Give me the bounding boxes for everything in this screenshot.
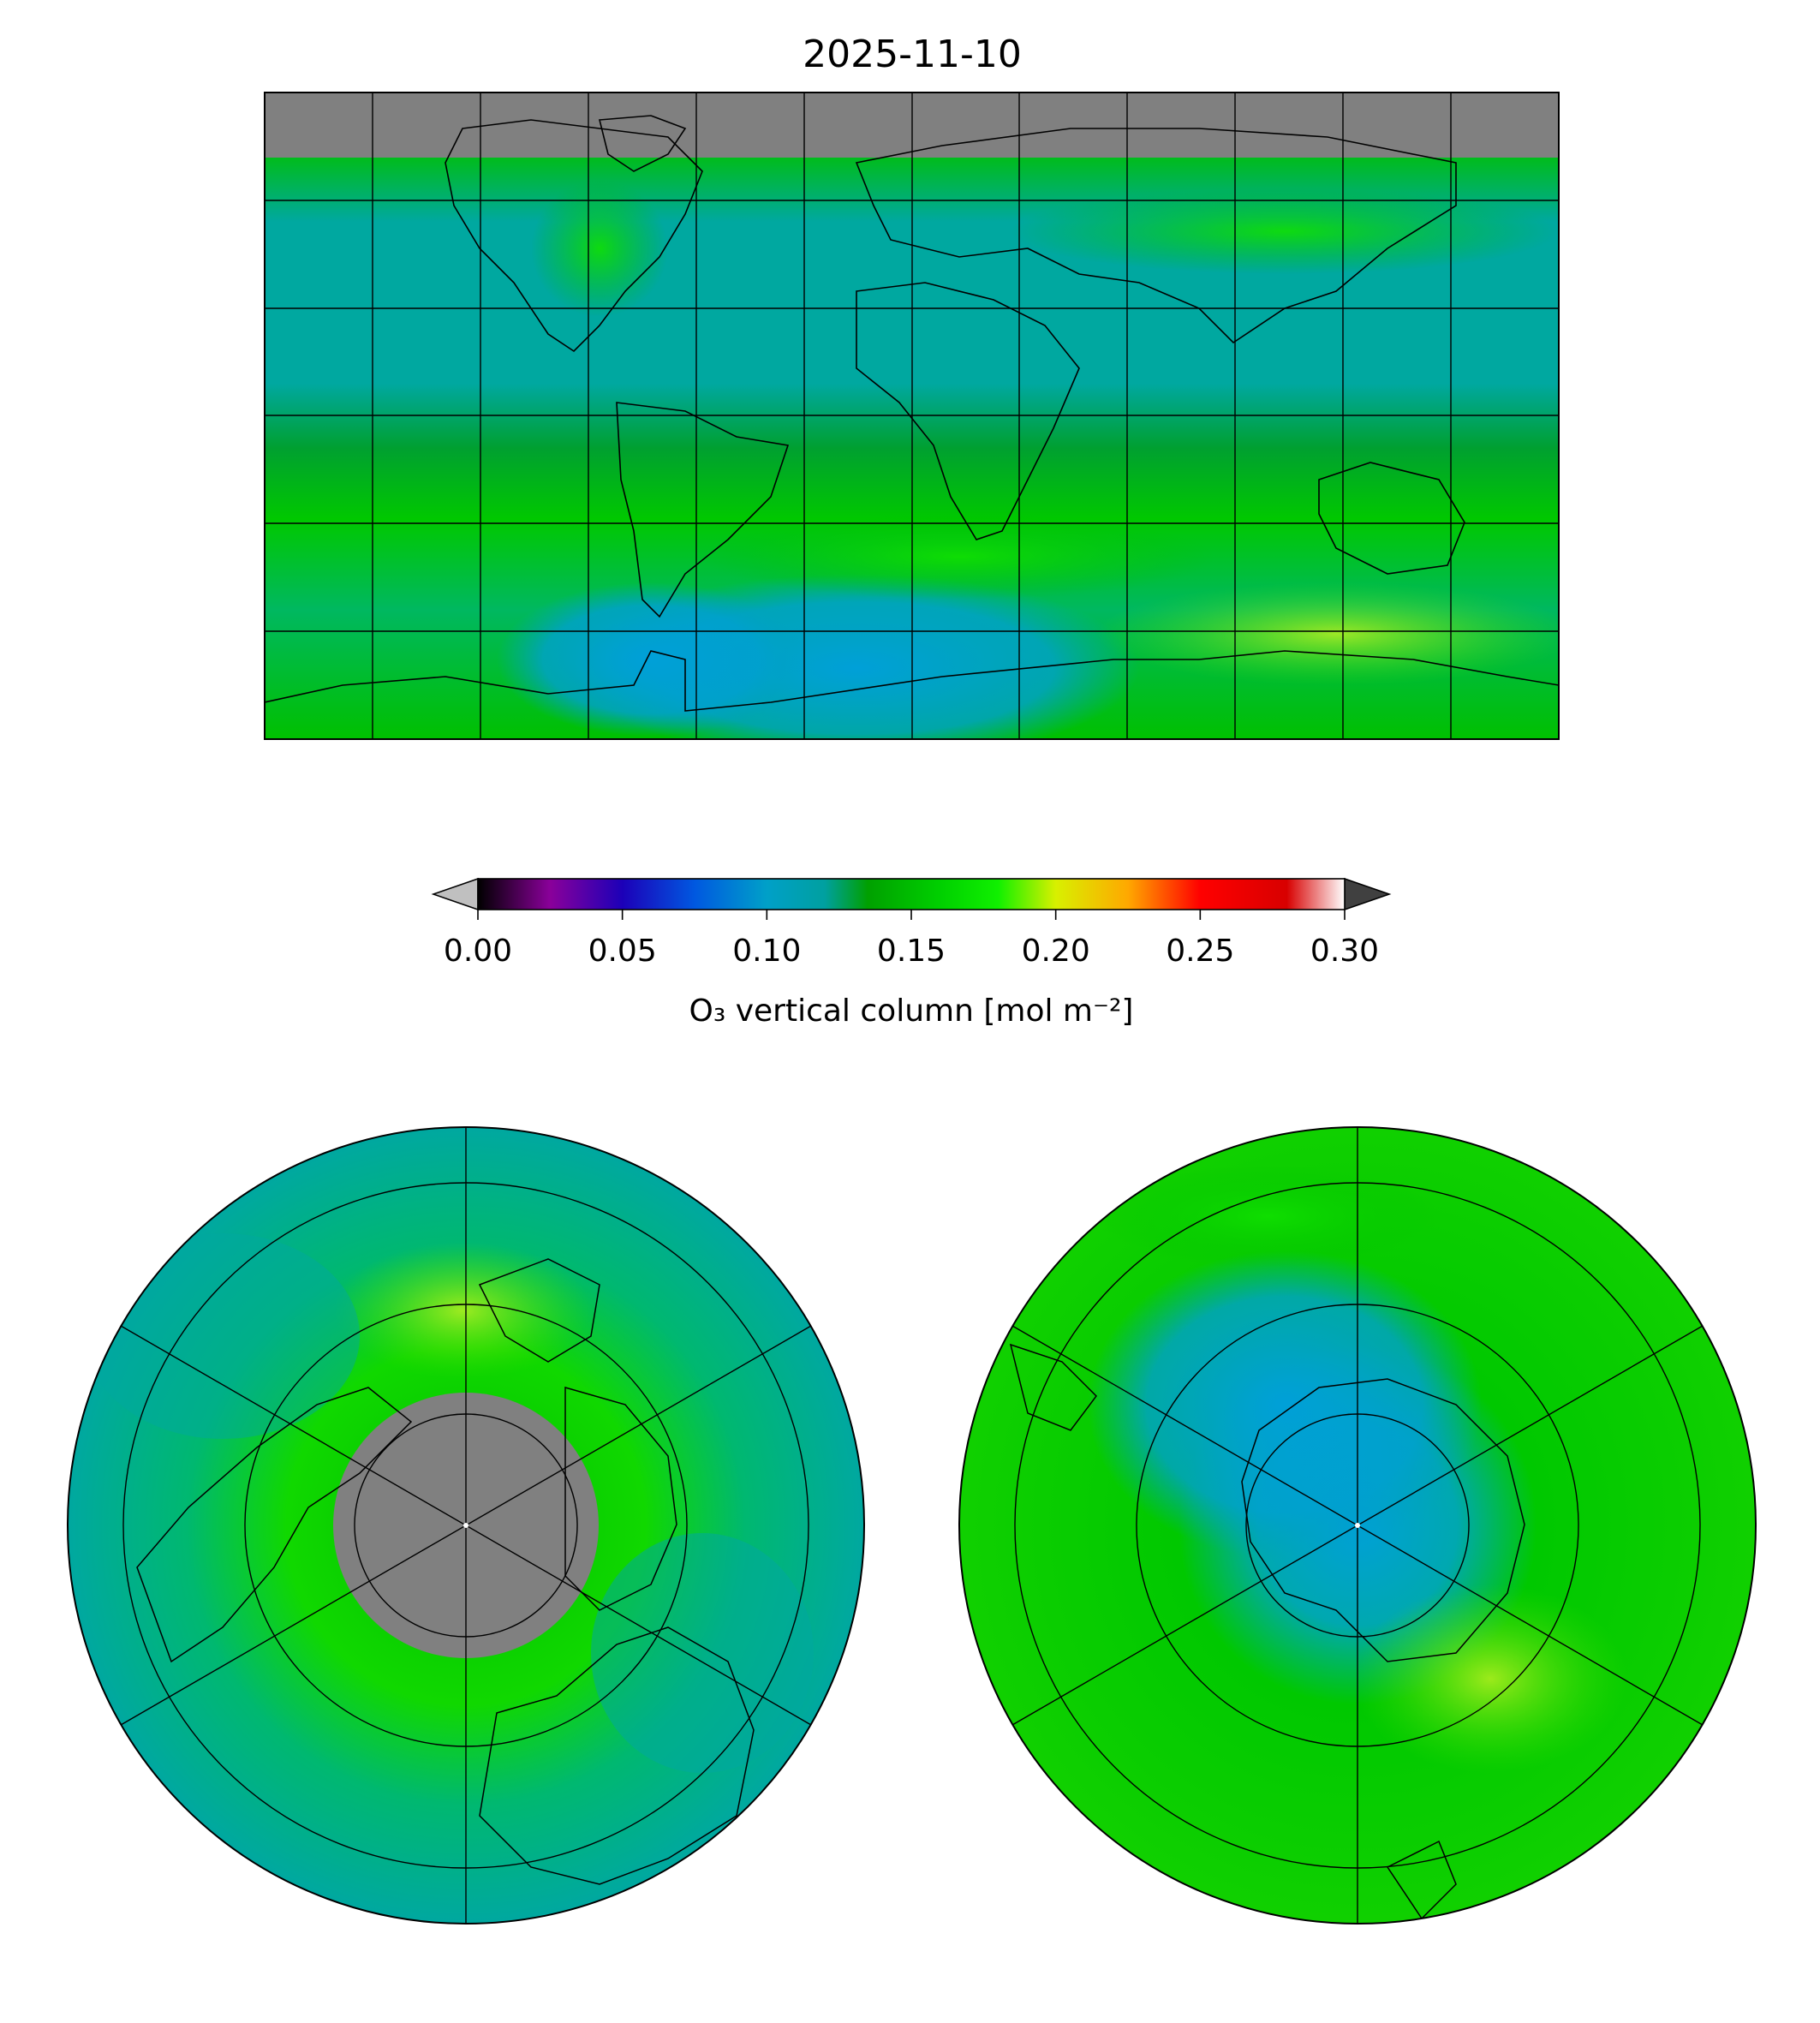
coastline-siberia — [564, 1387, 677, 1611]
global-map-frame — [264, 92, 1560, 740]
north-polar-map — [67, 1126, 865, 1925]
south-coastlines — [1009, 1343, 1525, 1920]
high-ozone-region — [1096, 1165, 1439, 1268]
coastline-africa — [856, 282, 1080, 540]
coastline-antarctica — [1241, 1378, 1525, 1662]
coastline-south-america — [616, 402, 790, 618]
colorbar-ticks: 0.00 0.05 0.10 0.15 0.20 0.25 0.30 — [444, 910, 1379, 969]
high-ozone-band — [702, 514, 1216, 600]
colorbar-under-extension — [431, 877, 479, 911]
colorbar-tick-label: 0.00 — [444, 934, 512, 969]
figure-title: 2025-11-10 — [803, 33, 1022, 76]
north-map-frame — [67, 1126, 865, 1925]
coastline-greenland — [598, 115, 687, 172]
coastline-south-america — [1009, 1343, 1097, 1431]
high-ozone-region — [334, 1242, 591, 1379]
low-ozone-region — [1088, 1250, 1482, 1559]
mid-ozone-region — [591, 1533, 814, 1773]
colorbar-tick-label: 0.05 — [588, 934, 657, 969]
coastline-antarctica — [265, 650, 1559, 712]
coastline-north-america — [136, 1387, 413, 1663]
south-pole-marker — [1355, 1523, 1360, 1528]
low-ozone-region — [497, 582, 805, 737]
colorbar-tick-label: 0.30 — [1310, 934, 1379, 969]
high-ozone-band — [1096, 582, 1559, 685]
mid-ozone-region — [86, 1233, 360, 1439]
coastline-australia — [1386, 1840, 1457, 1920]
colorbar-tick-label: 0.25 — [1166, 934, 1234, 969]
high-ozone-region — [1353, 1584, 1627, 1773]
colorbar-label: O₃ vertical column [mol m⁻²] — [689, 994, 1134, 1029]
global-graticule — [265, 92, 1559, 739]
north-coastlines — [136, 1258, 755, 1885]
coastline-greenland — [478, 1258, 600, 1363]
high-ozone-band — [1011, 188, 1559, 274]
colorbar-tick-label: 0.20 — [1022, 934, 1090, 969]
coastline-australia — [1318, 462, 1465, 575]
colorbar: 0.00 0.05 0.10 0.15 0.20 0.25 0.30 O₃ vertical… — [431, 877, 1392, 1029]
coastline-eurasia — [479, 1626, 755, 1885]
north-pole-marker — [463, 1523, 468, 1528]
colorbar-over-extension — [1344, 877, 1392, 911]
colorbar-tick-label: 0.15 — [877, 934, 946, 969]
global-map — [264, 92, 1560, 740]
south-polar-map — [958, 1126, 1757, 1925]
colorbar-gradient — [477, 878, 1346, 910]
colorbar-tick-label: 0.10 — [732, 934, 801, 969]
south-map-frame — [958, 1126, 1757, 1925]
